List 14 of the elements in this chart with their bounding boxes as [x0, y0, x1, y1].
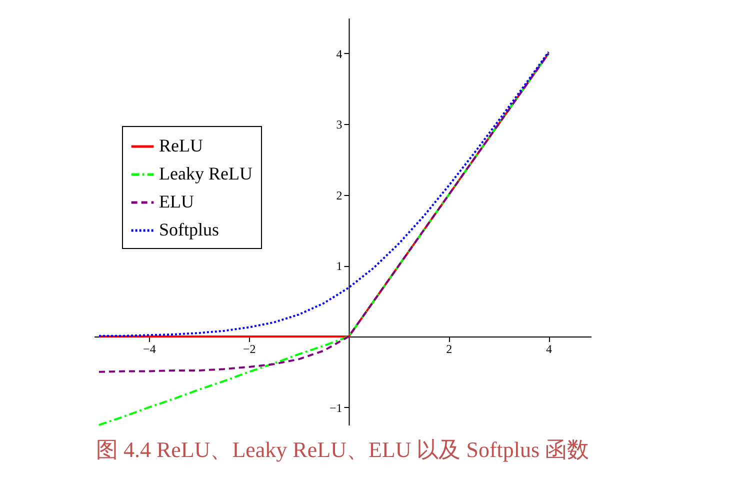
y-tick-label: 2: [336, 188, 342, 202]
text: 图 4.4 ReLU、Leaky ReLU、ELU 以及 Softplus 函数: [96, 437, 590, 462]
legend-label: ReLU: [159, 136, 203, 156]
x-tick-label: 4: [546, 342, 552, 356]
y-tick-label: 4: [336, 46, 342, 61]
x-tick-label: 2: [446, 342, 452, 356]
y-tick-label: 3: [336, 118, 342, 132]
legend-label: Leaky ReLU: [159, 164, 252, 184]
legend-label: Softplus: [159, 220, 220, 240]
y-tick-label: 1: [336, 259, 342, 274]
x-tick-label: −2: [242, 342, 256, 356]
x-tick-label: −4: [143, 342, 156, 356]
y-tick-label: −1: [329, 400, 342, 415]
legend-label: ELU: [159, 192, 194, 212]
